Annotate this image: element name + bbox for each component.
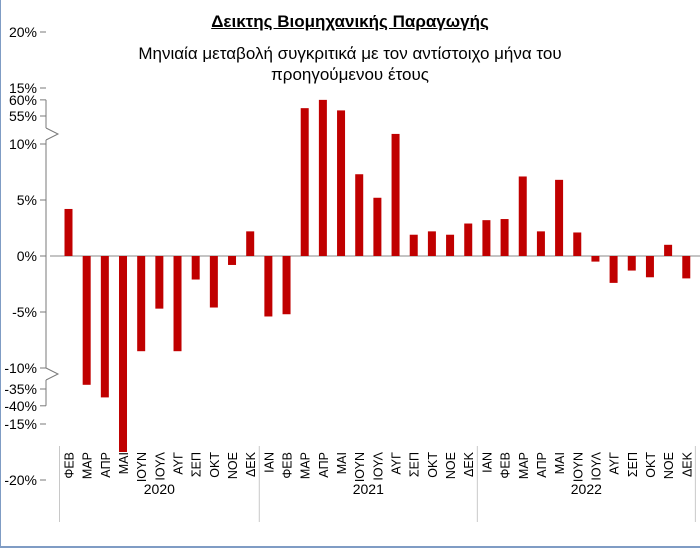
x-tick-label: ΜΑΙ	[335, 452, 349, 474]
chart-title: Δεικτης Βιομηχανικής Παραγωγής	[211, 12, 489, 31]
y-tick-label: 55%	[9, 108, 37, 124]
y-tick-label: 15%	[9, 80, 37, 96]
bar	[173, 256, 182, 352]
x-tick-label: ΦΕΒ	[63, 452, 77, 479]
bar	[191, 256, 200, 280]
x-tick-label: ΙΟΥΛ	[371, 451, 385, 480]
x-tick-label: ΙΑΝ	[262, 452, 276, 473]
bar	[591, 256, 600, 262]
x-tick-label: ΦΕΒ	[499, 452, 513, 479]
x-tick-label: ΑΥΓ	[390, 452, 404, 475]
y-tick-label: -5%	[12, 304, 37, 320]
y-tick-label: -10%	[4, 360, 37, 376]
y-tick-label: 5%	[17, 192, 37, 208]
bar	[555, 179, 564, 256]
bar	[155, 256, 164, 309]
bar	[209, 256, 218, 308]
bar	[337, 110, 346, 257]
x-tick-label: ΟΚΤ	[208, 452, 222, 478]
bar	[573, 232, 582, 256]
bar	[446, 234, 455, 256]
bar	[409, 234, 418, 256]
bar	[119, 256, 128, 452]
x-tick-label: ΜΑΙ	[553, 452, 567, 474]
x-tick-label: ΣΕΠ	[408, 452, 422, 477]
bar	[300, 108, 309, 256]
bar	[228, 256, 237, 265]
x-tick-label: ΜΑΙ	[117, 452, 131, 474]
x-tick-label: ΙΑΝ	[480, 452, 494, 473]
x-tick-label: ΑΠΡ	[535, 452, 549, 478]
bar	[264, 256, 273, 317]
bar	[482, 220, 491, 256]
bar	[246, 231, 255, 256]
x-tick-label: ΙΟΥΝ	[571, 452, 585, 482]
x-tick-label: ΣΕΠ	[190, 452, 204, 477]
x-tick-label: ΙΟΥΛ	[153, 451, 167, 480]
x-tick-label: ΝΟΕ	[444, 452, 458, 479]
x-tick-label: ΑΠΡ	[317, 452, 331, 478]
bar	[645, 256, 654, 278]
x-tick-label: ΜΑΡ	[81, 452, 95, 479]
bar	[282, 256, 291, 315]
bar	[391, 133, 400, 256]
x-tick-label: ΙΟΥΛ	[589, 451, 603, 480]
x-tick-label: ΦΕΒ	[281, 452, 295, 479]
bar	[318, 99, 327, 256]
x-tick-label: ΙΟΥΝ	[353, 452, 367, 482]
bar	[373, 197, 382, 256]
y-tick-label: -20%	[4, 472, 37, 488]
y-tick-label: 20%	[9, 24, 37, 40]
bar	[137, 256, 146, 352]
x-tick-label: ΜΑΡ	[517, 452, 531, 479]
bar	[64, 208, 73, 256]
frame-bottom-border	[0, 546, 700, 548]
x-tick-label: ΑΥΓ	[172, 452, 186, 475]
bar	[427, 231, 436, 256]
x-tick-label: ΑΠΡ	[99, 452, 113, 478]
x-tick-label: ΔΕΚ	[244, 451, 258, 477]
bar-series	[50, 99, 700, 452]
y-axis: 60%55% 20% 15% 10% 5% 0% -5% -10% -15% -20% -35%-4…	[4, 24, 60, 488]
bar	[536, 231, 545, 256]
frame-left-border	[0, 0, 1, 548]
year-label: 2021	[353, 481, 384, 497]
x-tick-label: ΜΑΡ	[299, 452, 313, 479]
bar	[464, 223, 473, 256]
x-tick-label: ΔΕΚ	[680, 451, 694, 477]
x-tick-label: ΣΕΠ	[626, 452, 640, 477]
y-tick-label: 10%	[9, 136, 37, 152]
x-tick-label: ΟΚΤ	[644, 452, 658, 478]
bar	[100, 256, 109, 398]
bar	[682, 256, 691, 279]
y-axis-break-lower	[45, 367, 60, 381]
y-tick-label: 60%	[9, 92, 37, 108]
bar	[355, 174, 364, 256]
x-tick-label: ΔΕΚ	[462, 451, 476, 477]
x-axis: ΦΕΒ ΜΑΡ ΑΠΡ ΜΑΙ ΙΟΥΝ ΙΟΥΛ ΑΥΓ ΣΕΠ ΟΚΤ ΝΟΕ ΔΕΚ ΙΑΝ ΦΕ…	[59, 446, 700, 522]
x-tick-label: ΙΑΝ	[698, 452, 700, 473]
x-tick-label: ΝΟΕ	[662, 452, 676, 479]
x-tick-label: ΑΥΓ	[608, 452, 622, 475]
y-tick-label: 0%	[17, 248, 37, 264]
x-tick-label: ΟΚΤ	[426, 452, 440, 478]
y-tick-label: -15%	[4, 416, 37, 432]
x-tick-label: ΙΟΥΝ	[135, 452, 149, 482]
bar	[664, 244, 673, 256]
bar	[627, 256, 636, 271]
bar	[609, 256, 618, 283]
y-tick-label: -40%	[4, 398, 37, 414]
x-tick-label: ΝΟΕ	[226, 452, 240, 479]
year-label: 2022	[571, 481, 602, 497]
chart-subtitle: Μηνιαία μεταβολή συγκριτικά με τον αντίσ…	[138, 44, 562, 84]
year-label: 2020	[144, 481, 175, 497]
bar	[518, 176, 527, 256]
bar	[82, 256, 91, 385]
y-tick-label: -35%	[4, 381, 37, 397]
y-axis-break-upper	[45, 127, 60, 141]
bar	[500, 219, 509, 256]
